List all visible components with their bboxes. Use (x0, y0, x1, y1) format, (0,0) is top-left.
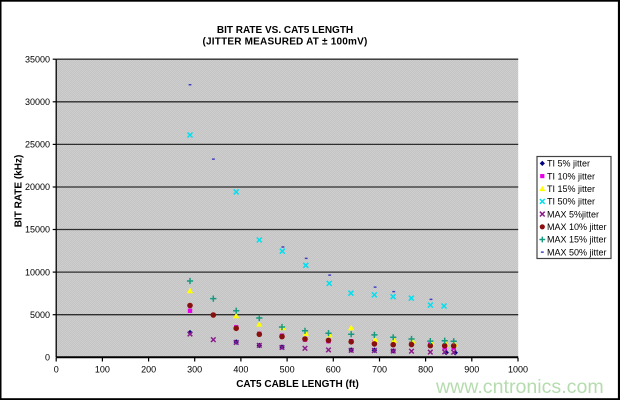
svg-text:www.cntronics.com: www.cntronics.com (435, 376, 604, 398)
svg-text:BIT RATE VS. CAT5 LENGTH: BIT RATE VS. CAT5 LENGTH (217, 25, 353, 36)
svg-text:200: 200 (141, 365, 156, 375)
svg-text:400: 400 (233, 365, 248, 375)
svg-text:MAX 5%jitter: MAX 5%jitter (547, 209, 599, 219)
svg-text:MAX 15% jitter: MAX 15% jitter (547, 235, 607, 245)
svg-text:1000: 1000 (508, 365, 528, 375)
svg-text:25000: 25000 (25, 140, 50, 150)
svg-text:TI 10% jitter: TI 10% jitter (547, 171, 595, 181)
svg-text:TI 50% jitter: TI 50% jitter (547, 197, 595, 207)
svg-text:0: 0 (54, 365, 59, 375)
svg-text:35000: 35000 (25, 54, 50, 64)
svg-text:300: 300 (187, 365, 202, 375)
svg-text:TI 15% jitter: TI 15% jitter (547, 184, 595, 194)
svg-text:CAT5 CABLE LENGTH (ft): CAT5 CABLE LENGTH (ft) (236, 379, 359, 390)
svg-text:10000: 10000 (25, 267, 50, 277)
svg-text:500: 500 (280, 365, 295, 375)
svg-text:MAX 50% jitter: MAX 50% jitter (547, 247, 607, 257)
svg-text:BIT RATE (kHz): BIT RATE (kHz) (14, 155, 25, 228)
svg-text:20000: 20000 (25, 182, 50, 192)
svg-text:(JITTER MEASURED AT ± 100mV): (JITTER MEASURED AT ± 100mV) (203, 37, 368, 48)
svg-text:TI 5% jitter: TI 5% jitter (547, 159, 590, 169)
svg-text:5000: 5000 (30, 310, 50, 320)
svg-text:900: 900 (464, 365, 479, 375)
svg-text:100: 100 (95, 365, 110, 375)
svg-text:0: 0 (45, 353, 50, 363)
svg-text:30000: 30000 (25, 97, 50, 107)
svg-text:800: 800 (418, 365, 433, 375)
svg-text:15000: 15000 (25, 225, 50, 235)
svg-text:600: 600 (326, 365, 341, 375)
svg-text:MAX 10% jitter: MAX 10% jitter (547, 222, 607, 232)
svg-text:700: 700 (372, 365, 387, 375)
